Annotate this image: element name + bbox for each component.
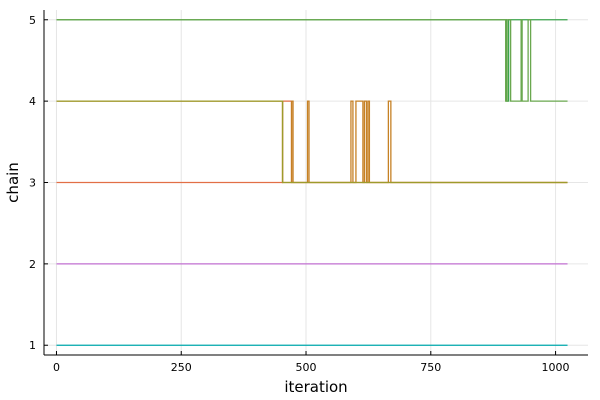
y-tick-label: 3 [29,177,36,190]
series-line-7 [56,19,568,102]
y-tick-label: 1 [29,339,36,352]
y-tick-label: 4 [29,95,36,108]
y-tick-labels: 1 2 3 4 5 [29,14,48,352]
y-tick-label: 2 [29,258,36,271]
x-tick-label: 250 [171,361,192,374]
x-tick-label: 750 [420,361,441,374]
series-line-4 [56,19,568,102]
x-tick-labels: 0 250 500 750 1000 [53,351,570,374]
series-line-6 [56,100,568,184]
x-axis-label: iteration [284,378,347,396]
x-tick-label: 500 [296,361,317,374]
x-tick-label: 1000 [542,361,570,374]
y-tick-label: 5 [29,14,36,27]
series-line-5 [56,100,568,184]
x-tick-label: 0 [53,361,60,374]
y-axis-label: chain [4,162,22,203]
series-line-3 [56,100,568,184]
series-group [56,19,568,346]
